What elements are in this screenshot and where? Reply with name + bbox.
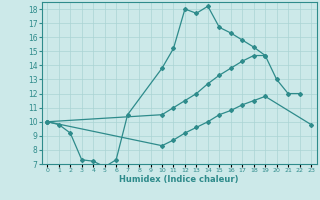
X-axis label: Humidex (Indice chaleur): Humidex (Indice chaleur) — [119, 175, 239, 184]
